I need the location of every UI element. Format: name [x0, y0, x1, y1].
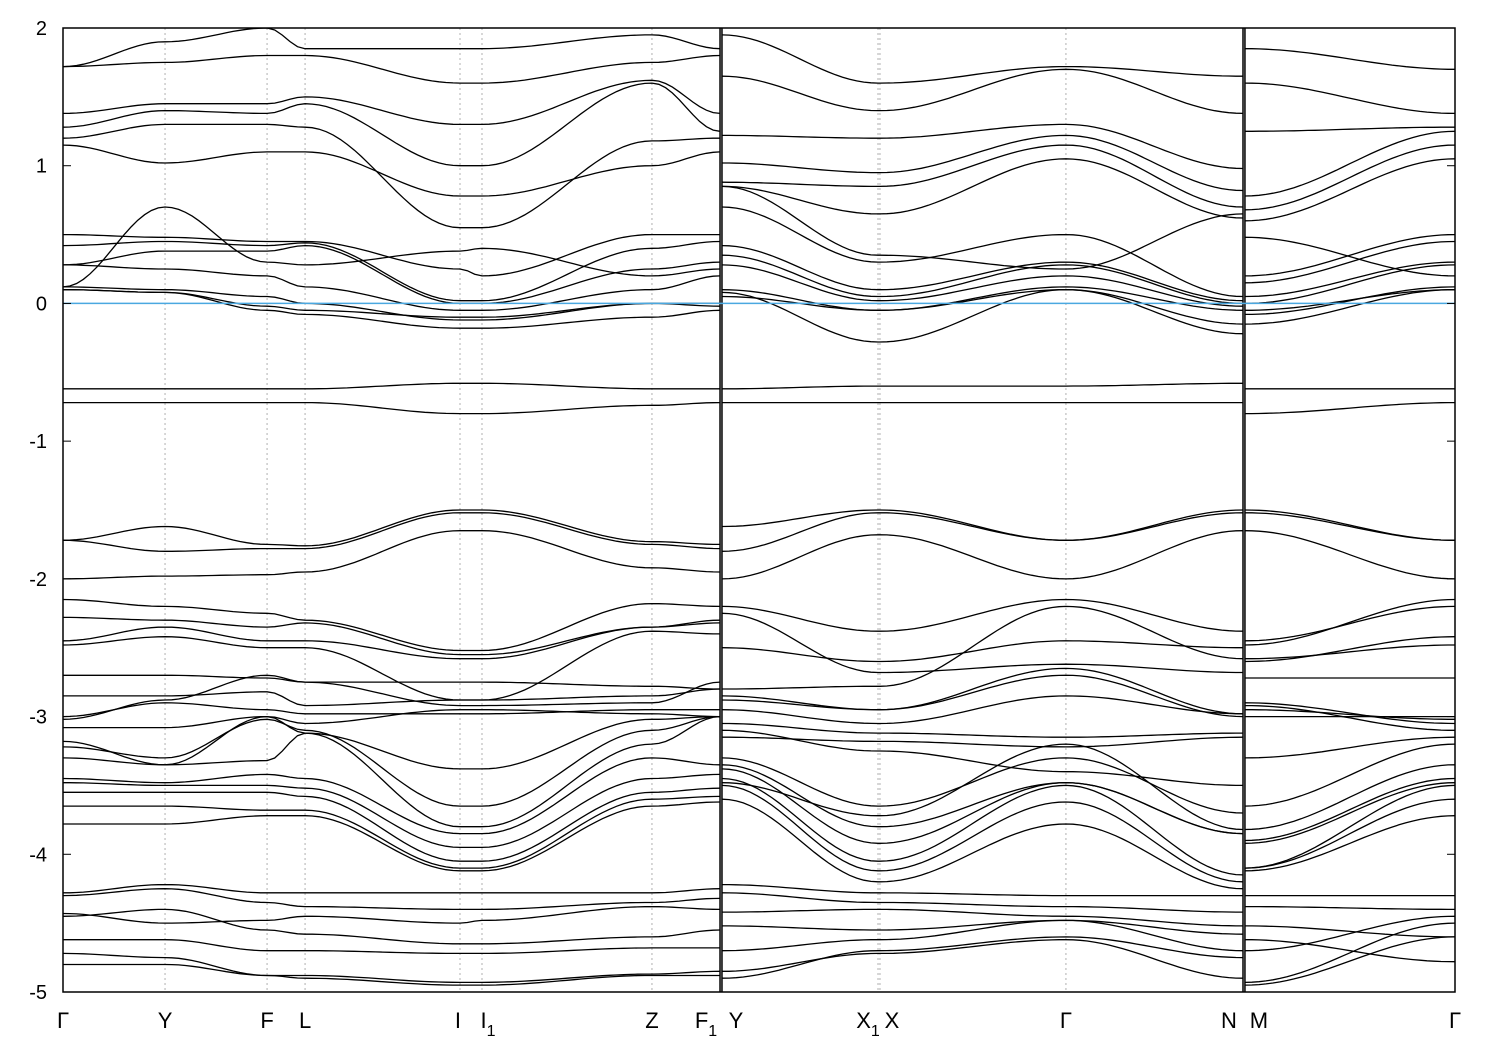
band-line — [63, 82, 1455, 197]
kpoint-subscript: 1 — [487, 1023, 496, 1040]
band-line — [63, 757, 1455, 842]
kpoint-label: Y — [158, 1008, 173, 1033]
y-tick-label: -4 — [29, 844, 47, 866]
kpoint-subscript: 1 — [871, 1023, 880, 1040]
kpoint-name: X — [885, 1008, 900, 1033]
band-line — [63, 598, 1455, 652]
band-line — [63, 888, 1455, 913]
y-tick-label: 0 — [36, 293, 47, 315]
band-line — [63, 915, 1455, 955]
kpoint-label: Γ — [57, 1008, 69, 1033]
kpoint-name: Γ — [1060, 1008, 1072, 1033]
band-line — [63, 144, 1455, 222]
kpoint-label: I1 — [480, 1008, 495, 1040]
band-line — [63, 79, 1455, 170]
band-line — [63, 185, 1455, 288]
y-tick-label: -5 — [29, 982, 47, 1004]
kpoint-label: F — [260, 1008, 273, 1033]
kpoint-name: I — [480, 1008, 486, 1033]
kpoint-name: Γ — [1449, 1008, 1461, 1033]
band-line — [63, 605, 1455, 663]
band-line — [63, 382, 1455, 390]
band-line — [63, 530, 1455, 580]
band-line — [63, 768, 1455, 849]
kpoint-subscript: 1 — [708, 1023, 717, 1040]
band-line — [63, 905, 1455, 938]
band-line — [63, 667, 1455, 715]
kpoint-gridlines — [164, 28, 1246, 992]
plot-frame — [62, 27, 1456, 993]
band-line — [63, 28, 1455, 84]
kpoint-name: F — [695, 1008, 708, 1033]
kpoint-name: Y — [158, 1008, 173, 1033]
band-line — [63, 244, 1455, 305]
kpoint-name: M — [1250, 1008, 1268, 1033]
y-tick-label: 2 — [36, 18, 47, 40]
kpoint-label: M — [1250, 1008, 1268, 1033]
band-line — [63, 605, 1455, 701]
band-line — [63, 798, 1455, 890]
band-line — [63, 612, 1455, 674]
band-line — [63, 264, 1455, 311]
band-line — [63, 777, 1455, 876]
band-line — [63, 709, 1455, 748]
kpoint-label: X1 — [856, 1008, 880, 1040]
kpoint-label: L — [299, 1008, 311, 1033]
kpoint-label: I — [455, 1008, 461, 1033]
y-tick-label: 1 — [36, 156, 47, 178]
kpoint-name: N — [1221, 1008, 1237, 1033]
kpoint-name: X — [856, 1008, 871, 1033]
kpoint-name: I — [455, 1008, 461, 1033]
kpoint-name: F — [260, 1008, 273, 1033]
kpoint-label: Z — [645, 1008, 658, 1033]
band-line — [63, 715, 1455, 787]
band-line — [63, 240, 1455, 302]
kpoint-label: X — [885, 1008, 900, 1033]
y-tick-label: -1 — [29, 431, 47, 453]
band-line — [63, 922, 1455, 984]
kpoint-label: F1 — [695, 1008, 717, 1040]
y-axis: -5 -4 -3 -2 -1 0 1 2 — [29, 18, 1455, 1004]
kpoint-name: Y — [729, 1008, 744, 1033]
x-axis: Γ Y F L I I1 Z F1 Y X1 X Γ N M Γ — [57, 1008, 1461, 1040]
band-line — [63, 286, 1455, 321]
band-line — [63, 936, 1455, 986]
band-line — [63, 512, 1455, 552]
kpoint-label: Γ — [1449, 1008, 1461, 1033]
band-line — [63, 908, 1455, 963]
bands — [63, 28, 1455, 986]
band-line — [63, 883, 1455, 897]
band-line — [63, 123, 1455, 229]
y-tick-label: -2 — [29, 569, 47, 591]
kpoint-label: Y — [729, 1008, 744, 1033]
band-line — [63, 674, 1455, 731]
band-line — [63, 715, 1455, 814]
band-line — [63, 509, 1455, 547]
y-tick-label: -3 — [29, 707, 47, 729]
kpoint-name: Z — [645, 1008, 658, 1033]
band-line — [63, 702, 1455, 738]
kpoint-label: N — [1221, 1008, 1237, 1033]
kpoint-name: L — [299, 1008, 311, 1033]
kpoint-label: Γ — [1060, 1008, 1072, 1033]
kpoint-name: Γ — [57, 1008, 69, 1033]
band-line — [63, 784, 1455, 883]
band-line — [63, 54, 1455, 115]
band-line — [63, 674, 1455, 725]
band-line — [63, 401, 1455, 415]
